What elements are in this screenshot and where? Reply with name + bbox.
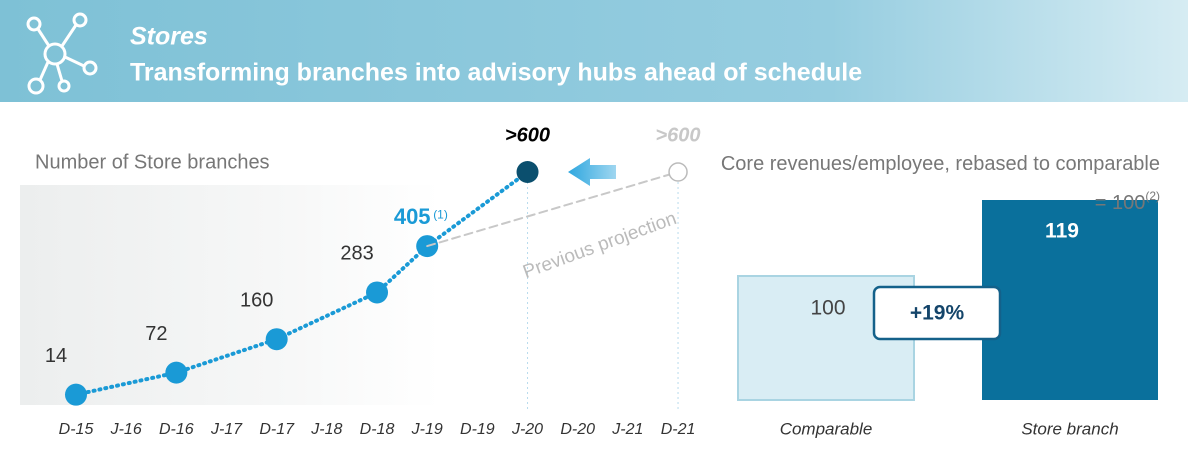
- x-tick-label: J-16: [110, 421, 142, 438]
- point: [65, 384, 87, 406]
- value-label: 160: [240, 289, 273, 311]
- x-tick-label: D-18: [360, 421, 395, 438]
- header-title: Stores: [130, 23, 208, 51]
- x-tick-label: J-20: [511, 421, 543, 438]
- value-label: 72: [145, 323, 167, 345]
- point: [669, 163, 687, 181]
- x-tick-label: D-19: [460, 421, 495, 438]
- value-label: 405: [394, 204, 431, 229]
- page: Stores Transforming branches into adviso…: [0, 0, 1188, 469]
- x-tick-label: J-18: [310, 421, 342, 438]
- x-tick-label: J-19: [411, 421, 443, 438]
- value-label: 100: [810, 297, 845, 320]
- arrow-icon: [568, 158, 616, 186]
- x-tick-label: J-17: [210, 421, 243, 438]
- x-tick-label: D-17: [259, 421, 295, 438]
- value-label: 119: [1045, 220, 1079, 243]
- point: [366, 281, 388, 303]
- delta-label: +19%: [910, 302, 965, 325]
- header-subtitle: Transforming branches into advisory hubs…: [130, 59, 862, 87]
- footnote-marker: (1): [433, 207, 448, 221]
- value-label: >600: [505, 124, 550, 146]
- bar-chart-title: Core revenues/employee, rebased to compa…: [720, 148, 1160, 219]
- line-chart-title: Number of Store branches: [35, 151, 270, 173]
- projection-label: Previous projection: [520, 208, 679, 283]
- bar-chart-title-text: Core revenues/employee, rebased to compa…: [721, 153, 1160, 214]
- x-tick-label: D-15: [59, 421, 94, 438]
- value-label: 283: [340, 243, 373, 265]
- x-tick-label: Store branch: [1021, 419, 1118, 438]
- x-tick-label: Comparable: [780, 419, 873, 438]
- title-note: (2): [1145, 189, 1160, 203]
- slide: Stores Transforming branches into adviso…: [0, 0, 1188, 469]
- x-tick-label: D-20: [560, 421, 595, 438]
- x-tick-label: D-21: [661, 421, 696, 438]
- value-label: 14: [45, 345, 67, 367]
- header-band: [0, 0, 1188, 102]
- point: [165, 362, 187, 384]
- point: [517, 161, 539, 183]
- point: [266, 328, 288, 350]
- x-tick-label: D-16: [159, 421, 194, 438]
- value-label: >600: [656, 124, 701, 146]
- x-tick-label: J-21: [611, 421, 643, 438]
